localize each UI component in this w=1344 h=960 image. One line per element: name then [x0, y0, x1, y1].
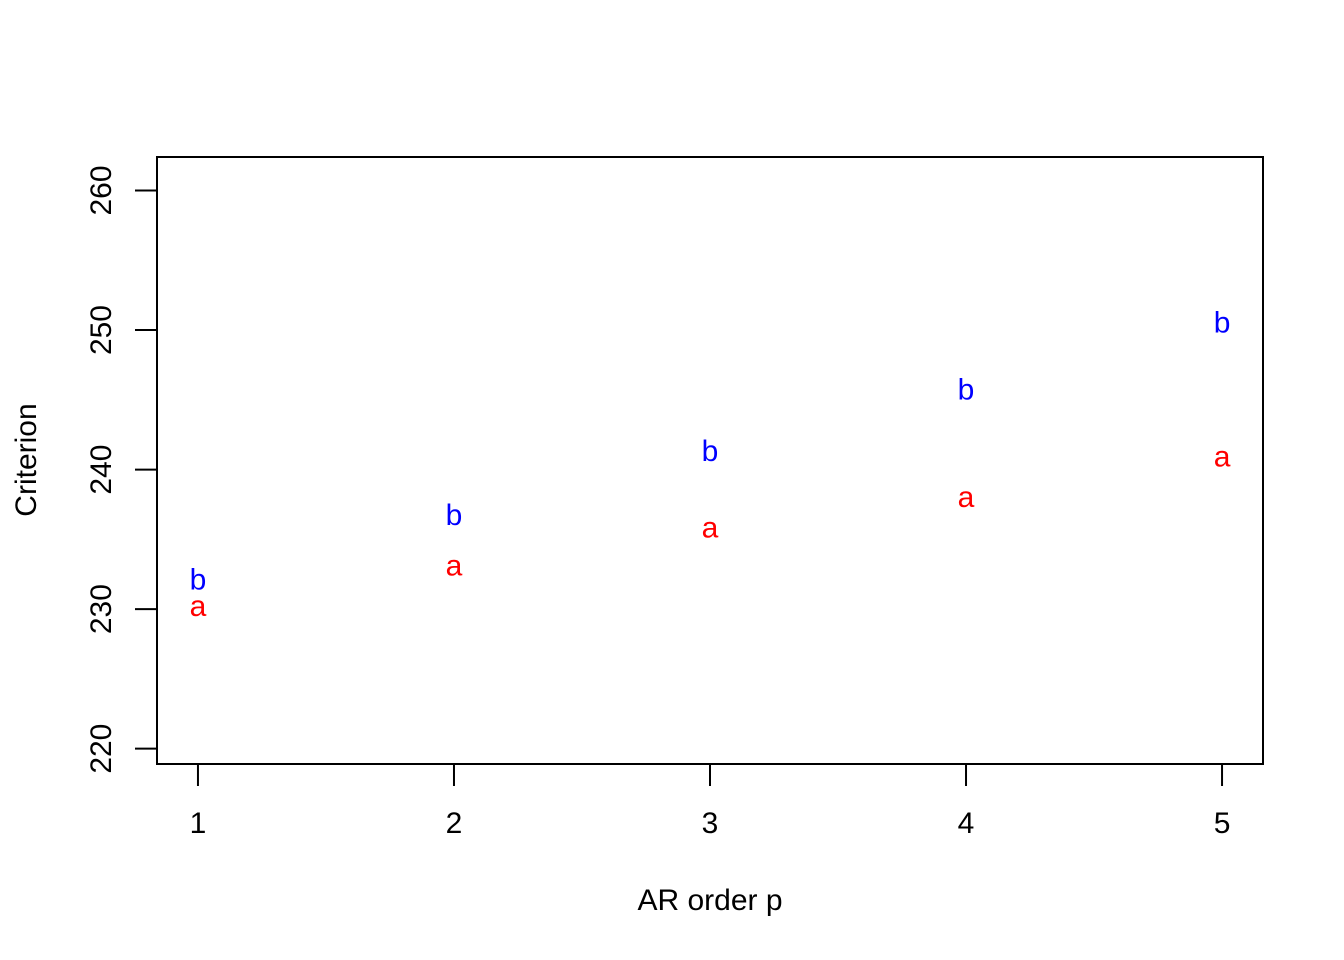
- x-tick-label: 1: [190, 807, 207, 840]
- point-a: a: [190, 590, 207, 623]
- point-b: b: [190, 563, 207, 596]
- y-tick-label: 220: [85, 724, 118, 774]
- x-axis: 1 2 3 4 5: [190, 763, 1231, 840]
- y-tick-label: 240: [85, 445, 118, 495]
- point-b: b: [958, 374, 975, 407]
- x-tick-label: 4: [958, 807, 975, 840]
- point-a: a: [1214, 441, 1231, 474]
- point-a: a: [958, 481, 975, 514]
- y-axis-label: Criterion: [10, 403, 43, 516]
- y-tick-label: 260: [85, 165, 118, 215]
- point-b: b: [702, 435, 719, 468]
- point-b: b: [446, 499, 463, 532]
- x-axis-label: AR order p: [637, 884, 782, 917]
- point-a: a: [702, 512, 719, 545]
- y-axis: 220 230 240 250 260: [85, 165, 158, 774]
- x-tick-label: 5: [1214, 807, 1231, 840]
- y-tick-label: 230: [85, 584, 118, 634]
- point-b: b: [1214, 307, 1231, 340]
- x-tick-label: 3: [702, 807, 719, 840]
- x-tick-label: 2: [446, 807, 463, 840]
- point-a: a: [446, 549, 463, 582]
- y-tick-label: 250: [85, 305, 118, 355]
